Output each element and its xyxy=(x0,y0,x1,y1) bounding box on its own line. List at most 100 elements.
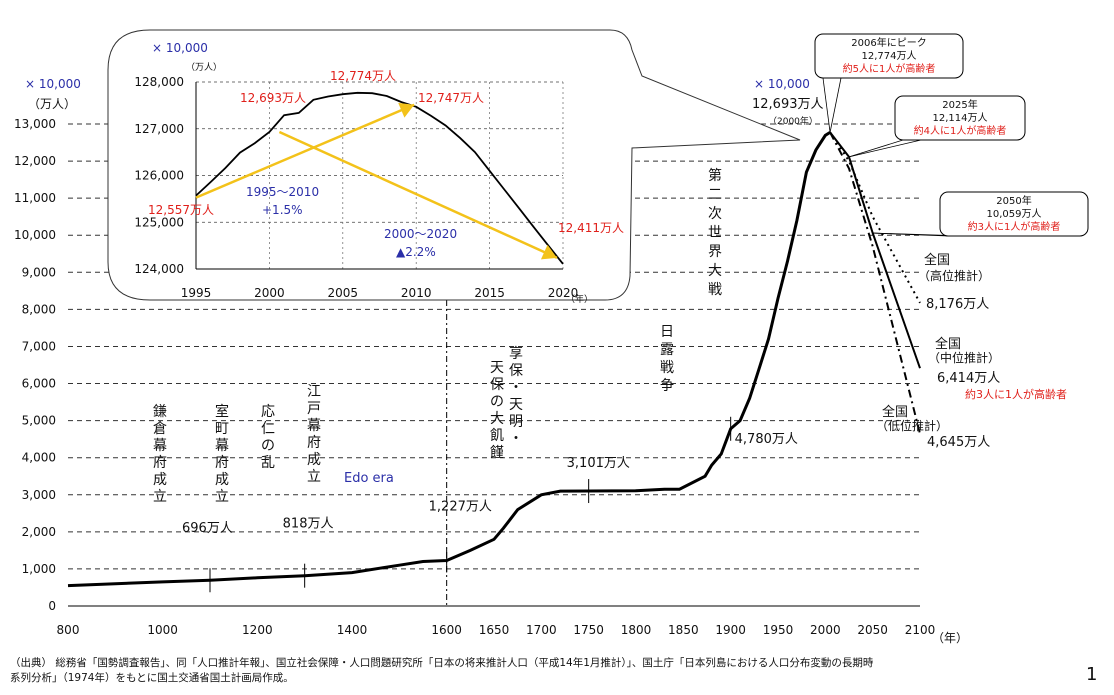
page-number: 1 xyxy=(1086,664,1098,685)
peak-2000-value: 12,693万人 xyxy=(752,97,824,112)
data-point-label: 3,101万人 xyxy=(567,456,630,471)
inset-x-tick-label: 2010 xyxy=(401,286,432,300)
inset-label-2010: 12,747万人 xyxy=(418,91,484,105)
x-tick-label: 800 xyxy=(57,623,80,637)
x-unit-label: （年） xyxy=(932,631,968,645)
x-tick-label: 2000 xyxy=(810,623,841,637)
annotation-famine-line2-char: の xyxy=(490,394,504,410)
projection-low-label-2: （低位推計） xyxy=(876,418,948,433)
annotation-edo-era: Edo era xyxy=(344,471,394,486)
y-tick-label: 11,000 xyxy=(14,191,56,205)
annotation-famine-line2-char: 大 xyxy=(490,411,504,427)
annotation-onin-char: 乱 xyxy=(261,455,275,471)
y-tick-label: 2,000 xyxy=(22,525,56,539)
annotation-muromachi-char: 立 xyxy=(215,489,229,505)
annotation-muromachi-char: 府 xyxy=(215,455,229,471)
inset-y-tick-label: 127,000 xyxy=(134,122,184,136)
x-tick-label: 1700 xyxy=(526,623,557,637)
inset-span1-change: +1.5% xyxy=(262,203,303,217)
inset-y-tick-label: 128,000 xyxy=(134,75,184,89)
data-point-label: 1,227万人 xyxy=(429,500,492,515)
annotation-edo-bakufu-char: 戸 xyxy=(307,401,321,417)
data-point-label: 818万人 xyxy=(283,517,334,532)
callout-pointer xyxy=(848,139,904,158)
annotation-ww2-char: 大 xyxy=(708,263,722,279)
projection-line-dotted xyxy=(829,131,921,304)
annotation-edo-bakufu-char: 幕 xyxy=(307,418,321,434)
y-tick-label: 1,000 xyxy=(22,562,56,576)
callout-note: 約5人に1人が高齢者 xyxy=(843,62,936,75)
callout-note: 約4人に1人が高齢者 xyxy=(914,124,1007,137)
x-tick-label: 2100 xyxy=(905,623,936,637)
projection-mid-note: 約3人に1人が高齢者 xyxy=(965,387,1067,401)
annotation-onin-char: 応 xyxy=(261,404,275,420)
projection-mid-value: 6,414万人 xyxy=(937,371,1000,386)
inset-label-1995: 12,557万人 xyxy=(148,203,214,217)
y-tick-label: 6,000 xyxy=(22,377,56,391)
inset-x-tick-label: 2005 xyxy=(328,286,359,300)
projection-low-value: 4,645万人 xyxy=(927,435,990,450)
annotation-ww2-char: 二 xyxy=(708,187,722,203)
annotation-russo-japanese-char: 日 xyxy=(660,324,674,340)
x-tick-label: 2050 xyxy=(857,623,888,637)
y-tick-label: 10,000 xyxy=(14,228,56,242)
inset-span2-change: ▲2.2% xyxy=(396,245,436,259)
inset-y-tick-label: 126,000 xyxy=(134,169,184,183)
annotation-russo-japanese-char: 戦 xyxy=(660,360,674,376)
y-tick-label: 8,000 xyxy=(22,302,56,316)
inset-x-tick-label: 2015 xyxy=(474,286,505,300)
y-tick-label: 5,000 xyxy=(22,414,56,428)
x-tick-label: 1600 xyxy=(431,623,462,637)
callout-year: 2025年 xyxy=(942,98,977,111)
inset-y-tick-label: 125,000 xyxy=(134,215,184,229)
annotation-muromachi-char: 室 xyxy=(215,403,229,420)
annotation-edo-bakufu-char: 立 xyxy=(307,469,321,485)
annotation-edo-bakufu-char: 江 xyxy=(307,384,321,400)
population-history-line xyxy=(67,131,831,588)
annotation-famine-line1-char: ・ xyxy=(509,380,523,396)
annotation-ww2-char: 戦 xyxy=(708,282,722,298)
x-tick-label: 1800 xyxy=(621,623,652,637)
callout-box xyxy=(894,95,1026,141)
inset-unit-multiplier: × 10,000 xyxy=(152,41,208,55)
callout-year: 2050年 xyxy=(996,194,1031,207)
annotation-famine-line1-char: 天 xyxy=(509,397,523,413)
projection-high-label-1: 全国 xyxy=(924,252,950,268)
annotation-russo-japanese-char: 露 xyxy=(660,342,674,358)
annotation-kamakura-char: 鎌 xyxy=(153,404,167,420)
annotation-ww2-char: 第 xyxy=(708,167,722,184)
annotation-famine-line2-char: 饉 xyxy=(490,444,504,461)
growth-arrow-shaft xyxy=(195,103,415,199)
callout-pointer xyxy=(822,77,831,133)
annotation-edo-bakufu-char: 成 xyxy=(307,452,321,468)
annotation-kamakura-char: 立 xyxy=(153,489,167,505)
callout-value: 10,059万人 xyxy=(987,208,1042,220)
x-tick-label: 1650 xyxy=(479,623,510,637)
projection-line-solid xyxy=(829,131,921,369)
y-tick-label: 12,000 xyxy=(14,154,56,168)
annotation-muromachi-char: 成 xyxy=(215,472,229,488)
y-tick-label: 3,000 xyxy=(22,488,56,502)
callout-value: 12,114万人 xyxy=(933,112,988,124)
annotation-famine-line2-char: 保 xyxy=(490,377,504,393)
y-tick-label: 13,000 xyxy=(14,117,56,131)
y-tick-label: 4,000 xyxy=(22,451,56,465)
decline-arrow-shaft xyxy=(278,130,558,259)
source-note-line-1: （出典） 総務省「国勢調査報告」、同「人口推計年報」、国立社会保障・人口問題研究… xyxy=(10,657,874,669)
callout-pointer xyxy=(829,77,842,133)
annotation-kamakura-char: 成 xyxy=(153,472,167,488)
annotation-famine-line1-char: 保 xyxy=(509,363,523,379)
projection-low-label-1: 全国 xyxy=(882,404,908,420)
annotation-famine-line2-char: 飢 xyxy=(490,428,504,444)
annotation-kamakura-char: 府 xyxy=(153,455,167,471)
annotation-edo-bakufu-char: 府 xyxy=(307,435,321,451)
callout-note: 約3人に1人が高齢者 xyxy=(968,220,1061,233)
inset-label-2000: 12,693万人 xyxy=(240,91,306,105)
inset-span1-label: 1995〜2010 xyxy=(246,185,319,199)
